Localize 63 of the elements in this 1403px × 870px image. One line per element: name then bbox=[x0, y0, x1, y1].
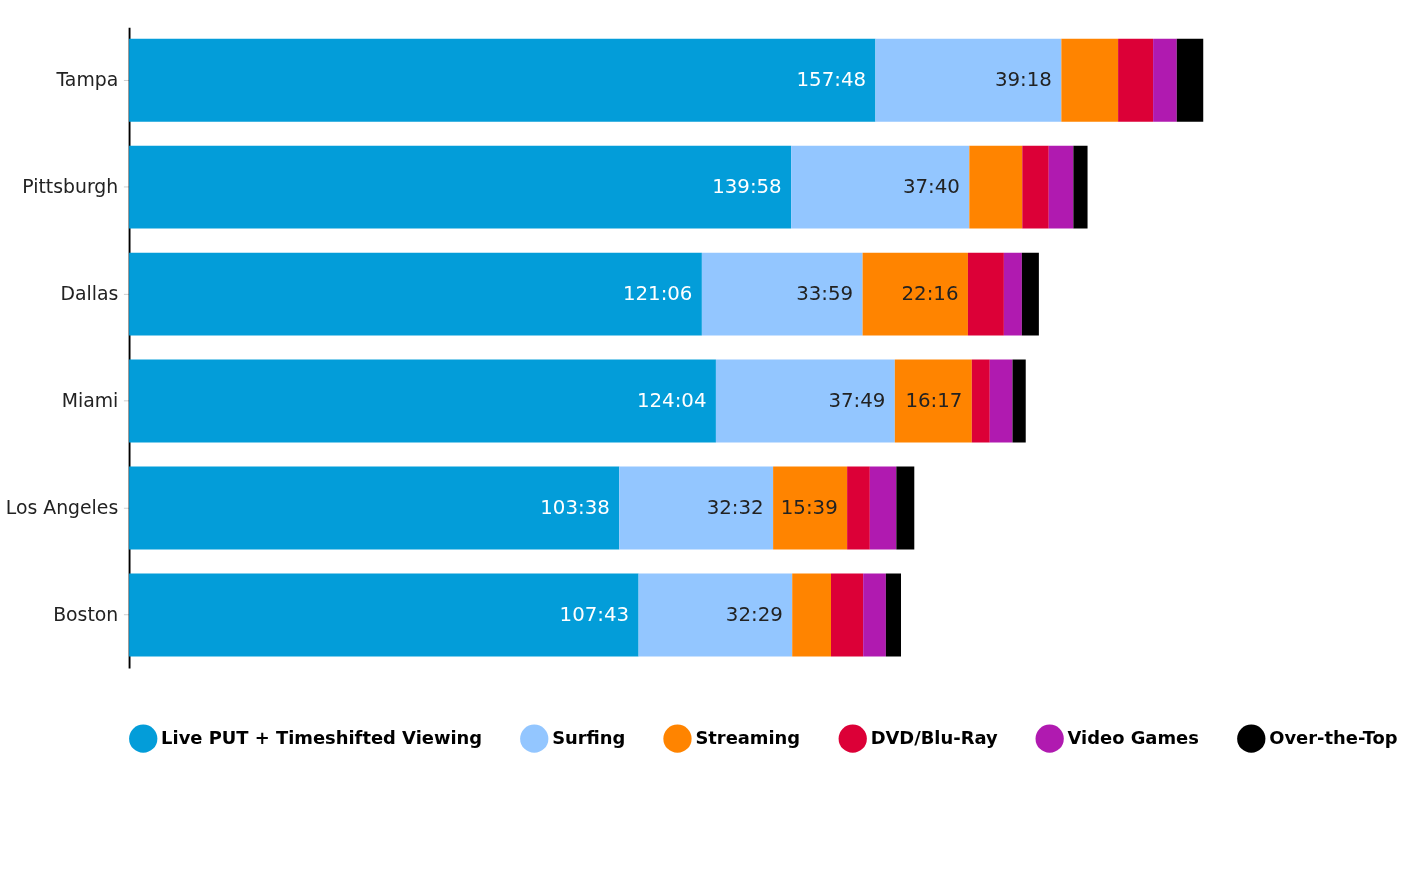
data-label: 124:04 bbox=[636, 388, 707, 412]
bar bbox=[701, 252, 863, 336]
bar bbox=[1153, 38, 1177, 122]
bar bbox=[129, 252, 702, 336]
data-label: 157:48 bbox=[796, 67, 867, 91]
bar bbox=[1176, 38, 1204, 122]
bar bbox=[129, 38, 876, 122]
bar bbox=[129, 359, 716, 443]
y-tick-label: Dallas bbox=[60, 282, 119, 304]
bar bbox=[875, 38, 1062, 122]
bar bbox=[862, 252, 968, 336]
bar bbox=[885, 573, 901, 657]
bar bbox=[896, 466, 915, 550]
y-tick-label: Miami bbox=[61, 389, 119, 411]
y-tick-label: Pittsburgh bbox=[22, 175, 119, 197]
data-label: 32:29 bbox=[725, 602, 783, 626]
data-label: 16:17 bbox=[905, 388, 963, 412]
data-label: 32:32 bbox=[706, 495, 764, 519]
bar bbox=[863, 573, 886, 657]
bar bbox=[715, 359, 895, 443]
bar bbox=[967, 252, 1004, 336]
data-label: 121:06 bbox=[622, 281, 693, 305]
y-tick-label: Tampa bbox=[55, 68, 119, 90]
bar bbox=[129, 145, 792, 229]
data-label: 33:59 bbox=[796, 281, 854, 305]
data-label: 103:38 bbox=[540, 495, 610, 519]
bar bbox=[847, 466, 870, 550]
bar bbox=[1073, 145, 1088, 229]
bar bbox=[792, 573, 831, 657]
data-label: 37:49 bbox=[828, 388, 886, 412]
bar bbox=[894, 359, 972, 443]
legend-label: Over-the-Top bbox=[1269, 727, 1398, 749]
bar bbox=[1061, 38, 1119, 122]
bar bbox=[1022, 145, 1049, 229]
bar bbox=[831, 573, 864, 657]
bar bbox=[1003, 252, 1022, 336]
bar bbox=[1118, 38, 1154, 122]
bar bbox=[638, 573, 793, 657]
data-label: 37:40 bbox=[902, 174, 960, 198]
bar bbox=[1021, 252, 1039, 336]
legend-label: Live PUT + Timeshifted Viewing bbox=[161, 727, 483, 749]
legend-label: DVD/Blu-Ray bbox=[870, 727, 998, 749]
bar bbox=[791, 145, 970, 229]
data-label: 139:58 bbox=[712, 174, 782, 198]
y-tick-label: Los Angeles bbox=[5, 496, 119, 518]
bar bbox=[1012, 359, 1026, 443]
bar bbox=[129, 573, 639, 657]
bar bbox=[129, 466, 620, 550]
data-label: 22:16 bbox=[901, 281, 959, 305]
data-label: 15:39 bbox=[780, 495, 838, 519]
bar bbox=[773, 466, 848, 550]
bar bbox=[1048, 145, 1074, 229]
bar bbox=[869, 466, 897, 550]
bar bbox=[989, 359, 1013, 443]
legend-label: Surfing bbox=[552, 727, 626, 749]
legend-label: Video Games bbox=[1067, 727, 1199, 749]
y-tick-label: Boston bbox=[53, 603, 119, 625]
bar bbox=[969, 145, 1023, 229]
legend-label: Streaming bbox=[695, 727, 801, 749]
bar bbox=[971, 359, 990, 443]
data-label: 107:43 bbox=[559, 602, 630, 626]
bar bbox=[619, 466, 774, 550]
data-label: 39:18 bbox=[994, 67, 1052, 91]
